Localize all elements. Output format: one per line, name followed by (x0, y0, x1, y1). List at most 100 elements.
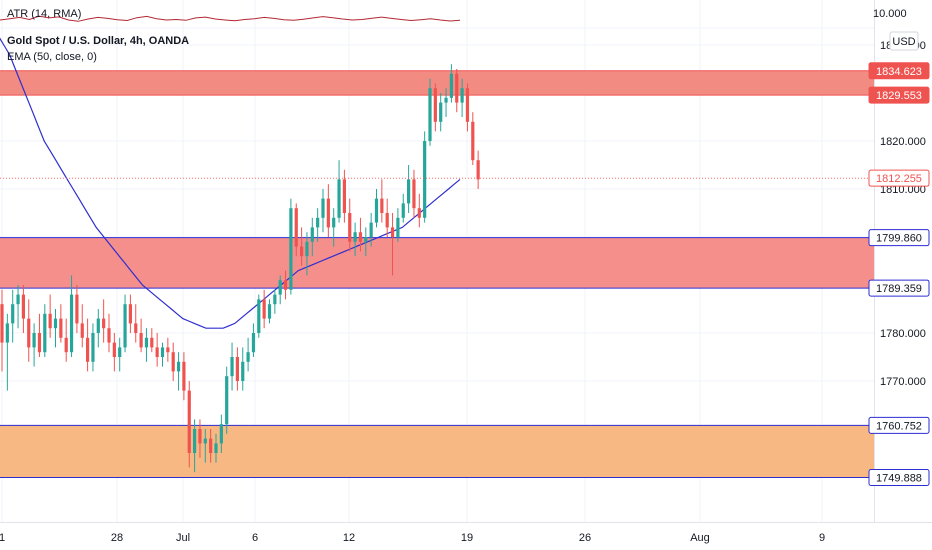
candle-body (412, 179, 416, 209)
candle-body (283, 280, 288, 290)
candle (246, 337, 250, 372)
candle (449, 64, 453, 103)
price-tag: 1760.752 (868, 416, 930, 434)
candle-body (209, 438, 213, 453)
candle (294, 203, 298, 257)
candle (374, 189, 379, 228)
price-tick-label: 1780.000 (880, 328, 926, 340)
price-tag: 1749.888 (868, 469, 930, 487)
candle (182, 352, 186, 401)
candle (171, 342, 175, 381)
candle-body (241, 361, 245, 381)
candle (300, 227, 304, 266)
candle (417, 193, 421, 228)
zone-rect[interactable] (0, 237, 874, 289)
candle (369, 213, 373, 247)
candle-body (385, 213, 389, 228)
candle (80, 304, 84, 348)
price-tag-label: 1834.623 (876, 66, 922, 78)
candle-body (449, 73, 453, 98)
candle-body (69, 294, 74, 353)
candle (166, 337, 170, 362)
candle-body (96, 318, 100, 333)
candle-body (401, 203, 405, 218)
candle (139, 318, 143, 353)
candle-body (289, 208, 293, 290)
candle-body (471, 121, 475, 161)
candle-body (48, 313, 52, 329)
price-tag-label: 1760.752 (876, 420, 922, 432)
candle (348, 198, 352, 252)
currency-label: USD (892, 36, 915, 48)
symbol-title: Gold Spot / U.S. Dollar, 4h, OANDA (7, 35, 189, 47)
candle (230, 342, 234, 391)
time-tick-label: 9 (819, 532, 825, 544)
candle-body (423, 141, 427, 218)
candle (337, 160, 341, 223)
candle (37, 313, 42, 357)
candle (401, 193, 405, 223)
candle-body (102, 318, 106, 329)
candle (380, 179, 384, 223)
time-tick-label: 26 (579, 532, 591, 544)
zone-rect[interactable] (0, 70, 874, 96)
candle (91, 323, 95, 372)
price-tag: 1789.359 (868, 279, 930, 297)
candle (32, 323, 36, 367)
candle-body (321, 198, 325, 218)
candle (241, 347, 245, 391)
support-resistance-zones[interactable] (0, 70, 874, 479)
currency-button[interactable]: USD (889, 31, 919, 51)
candle (390, 213, 395, 276)
candle (332, 208, 336, 247)
candle-body (369, 222, 373, 237)
candle (69, 275, 74, 357)
candle (53, 309, 58, 348)
candle-body (439, 102, 443, 122)
time-tick-label: Jul (176, 532, 190, 544)
time-tick-label: 28 (111, 532, 123, 544)
price-tag-box (868, 279, 930, 297)
candle (278, 275, 282, 305)
candle (326, 184, 330, 237)
candle (134, 304, 138, 343)
atr-indicator-label[interactable]: ATR (14, RMA) (7, 8, 81, 20)
candle-body (139, 333, 143, 348)
candle-body (251, 333, 256, 353)
candle-body (91, 333, 95, 362)
candle (310, 217, 314, 257)
price-tag-label: 1812.255 (876, 173, 922, 185)
candle-body (235, 357, 239, 381)
atr-scale-value: 10.000 (873, 8, 907, 20)
time-axis-background[interactable] (0, 522, 932, 550)
price-tag: 1829.553 (868, 86, 930, 104)
candle-body (230, 357, 234, 377)
candle (64, 318, 68, 362)
candle (123, 294, 127, 353)
candle-body (262, 299, 266, 319)
candle-body (374, 198, 379, 223)
candle-body (433, 88, 437, 122)
candle (75, 285, 79, 333)
candle (48, 294, 52, 338)
candle (16, 285, 20, 329)
candle-body (171, 352, 175, 372)
atr-line (0, 15, 461, 22)
candle-body (134, 323, 138, 333)
candle (235, 347, 239, 391)
ema-indicator-label[interactable]: EMA (50, close, 0) (7, 51, 97, 63)
candle (219, 414, 223, 453)
candle-body (326, 198, 330, 228)
candle-body (144, 337, 149, 348)
candle-body (43, 313, 47, 353)
candle-body (428, 88, 432, 141)
candle (321, 189, 325, 233)
candle (423, 131, 427, 223)
price-tag: 1834.623 (868, 62, 930, 80)
price-tags: 1834.623 1829.553 1812.255 1799.860 1789.359… (868, 62, 930, 487)
candle (353, 222, 357, 257)
candle-body (390, 227, 395, 237)
zone-rect[interactable] (0, 425, 874, 478)
